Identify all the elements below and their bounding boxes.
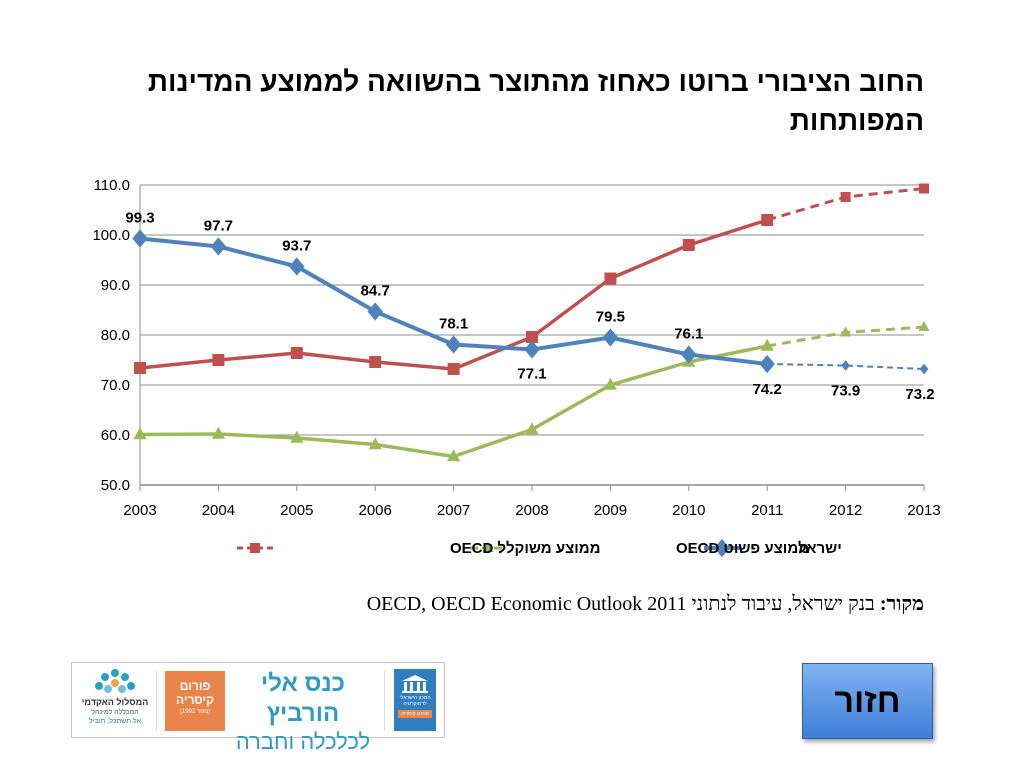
academic-track-name: המסלול האקדמי [81,697,149,707]
data-point [681,345,697,364]
data-label: 84.7 [361,283,390,300]
data-label: 73.2 [905,386,934,403]
y-tick-label: 110.0 [94,177,130,194]
y-tick-label: 80.0 [101,327,130,344]
source-note: מקור: בנק ישראל, עיבוד לנתוני OECD, OECD… [124,593,924,616]
academic-track-sub: המכללה למינהל [91,709,139,716]
data-point [290,347,303,359]
data-point [524,340,540,359]
academic-track-logo: המסלול האקדמי המכללה למינהל אל תשתכל, תו… [78,667,152,735]
data-label: 78.1 [439,316,468,333]
legend-swatch-marker [250,543,260,553]
data-point [918,321,930,331]
data-point [368,437,382,450]
data-label: 93.7 [282,238,311,255]
data-point [602,328,619,347]
source-label: מקור: [879,593,924,615]
data-point [367,302,383,321]
data-point [919,183,929,194]
data-point [919,363,929,375]
y-tick-label: 50.0 [101,477,130,494]
back-button[interactable]: חזור [802,663,933,739]
data-point [840,326,852,337]
forum-word: פורום [179,679,211,693]
sponsor-logos-banner: המסלול האקדמי המכללה למינהל אל תשתכל, תו… [71,662,445,754]
data-point [525,422,539,435]
legend-label: ממוצע פשוט OECD [676,540,809,557]
x-tick-label: 2003 [123,502,156,519]
data-point [759,354,775,374]
academic-track-slogan: אל תשתכל, תוביל [88,718,142,725]
x-tick-label: 2004 [202,502,235,519]
data-point [289,257,305,276]
data-point [133,427,147,440]
institute-forum: פורום קיסריה [398,710,432,718]
data-label: 74.2 [753,381,782,398]
data-point [210,237,227,256]
x-tick-label: 2006 [359,502,392,519]
data-label: 76.1 [674,326,703,343]
data-point [447,449,461,462]
series-line-solid [139,344,768,459]
y-tick-label: 60.0 [101,427,130,444]
data-point [760,338,774,351]
democracy-institute-logo: המכון הישראלי לדמוקרטיה פורום קיסריה [394,669,436,731]
x-tick-label: 2013 [907,502,940,519]
x-tick-label: 2008 [515,502,548,519]
conference-subtitle: לכלכלה וחברה [235,729,371,754]
building-icon [402,675,428,693]
eli-hurvitz-conference-logo: כנס אלי הורביץ לכלכלה וחברה [232,669,374,755]
data-point [447,363,460,375]
dots-icon [95,669,135,697]
source-text: בנק ישראל, עיבוד לנתוני OECD, OECD Econo… [366,593,880,615]
data-point [134,362,146,374]
data-point [290,430,304,443]
conference-name: כנס אלי הורביץ [261,670,345,727]
x-tick-label: 2012 [829,502,862,519]
y-tick-label: 100.0 [92,227,130,244]
y-tick-label: 70.0 [101,377,130,394]
x-tick-label: 2005 [280,502,313,519]
forum-founded: (נוסד 1992) [179,709,211,715]
data-label: 73.9 [831,383,860,400]
x-tick-label: 2007 [437,502,470,519]
caesarea-forum-logo: פורום קיסריה (נוסד 1992) [165,671,225,731]
data-point [445,335,462,354]
data-point [604,272,617,285]
series-line-forecast [767,363,925,370]
x-tick-label: 2009 [594,502,627,519]
data-label: 99.3 [125,210,154,227]
institute-name: המכון הישראלי לדמוקרטיה [399,695,431,707]
x-tick-label: 2010 [672,502,705,519]
data-point [761,214,774,226]
caesarea-word: קיסריה [175,693,214,707]
data-point [841,360,850,371]
legend-swatch-marker [714,538,730,558]
x-tick-label: 2011 [751,502,783,519]
slide-title: החוב הציבורי ברוטו כאחוז מהתוצר בהשוואה … [147,66,924,136]
data-point [212,354,225,366]
data-point [132,229,148,248]
legend-swatch-marker [482,542,494,552]
debt-line-chart: 50.0 60.0 70.0 80.0 90.0 100.0 110.0 2003 2004 20… [92,177,941,558]
data-point [369,356,382,368]
data-label: 79.5 [596,309,625,326]
y-tick-label: 90.0 [101,277,130,294]
logo-divider [156,671,157,731]
logo-divider [384,671,385,731]
data-point [840,192,851,202]
data-point [211,426,225,439]
data-label: 97.7 [204,218,233,235]
data-point [682,239,695,251]
legend-label: ממוצע משוקלל OECD [450,540,601,557]
data-label: 77.1 [517,366,546,383]
data-point [603,377,617,390]
data-point [526,331,538,343]
legend-label: ישראל [798,540,842,557]
